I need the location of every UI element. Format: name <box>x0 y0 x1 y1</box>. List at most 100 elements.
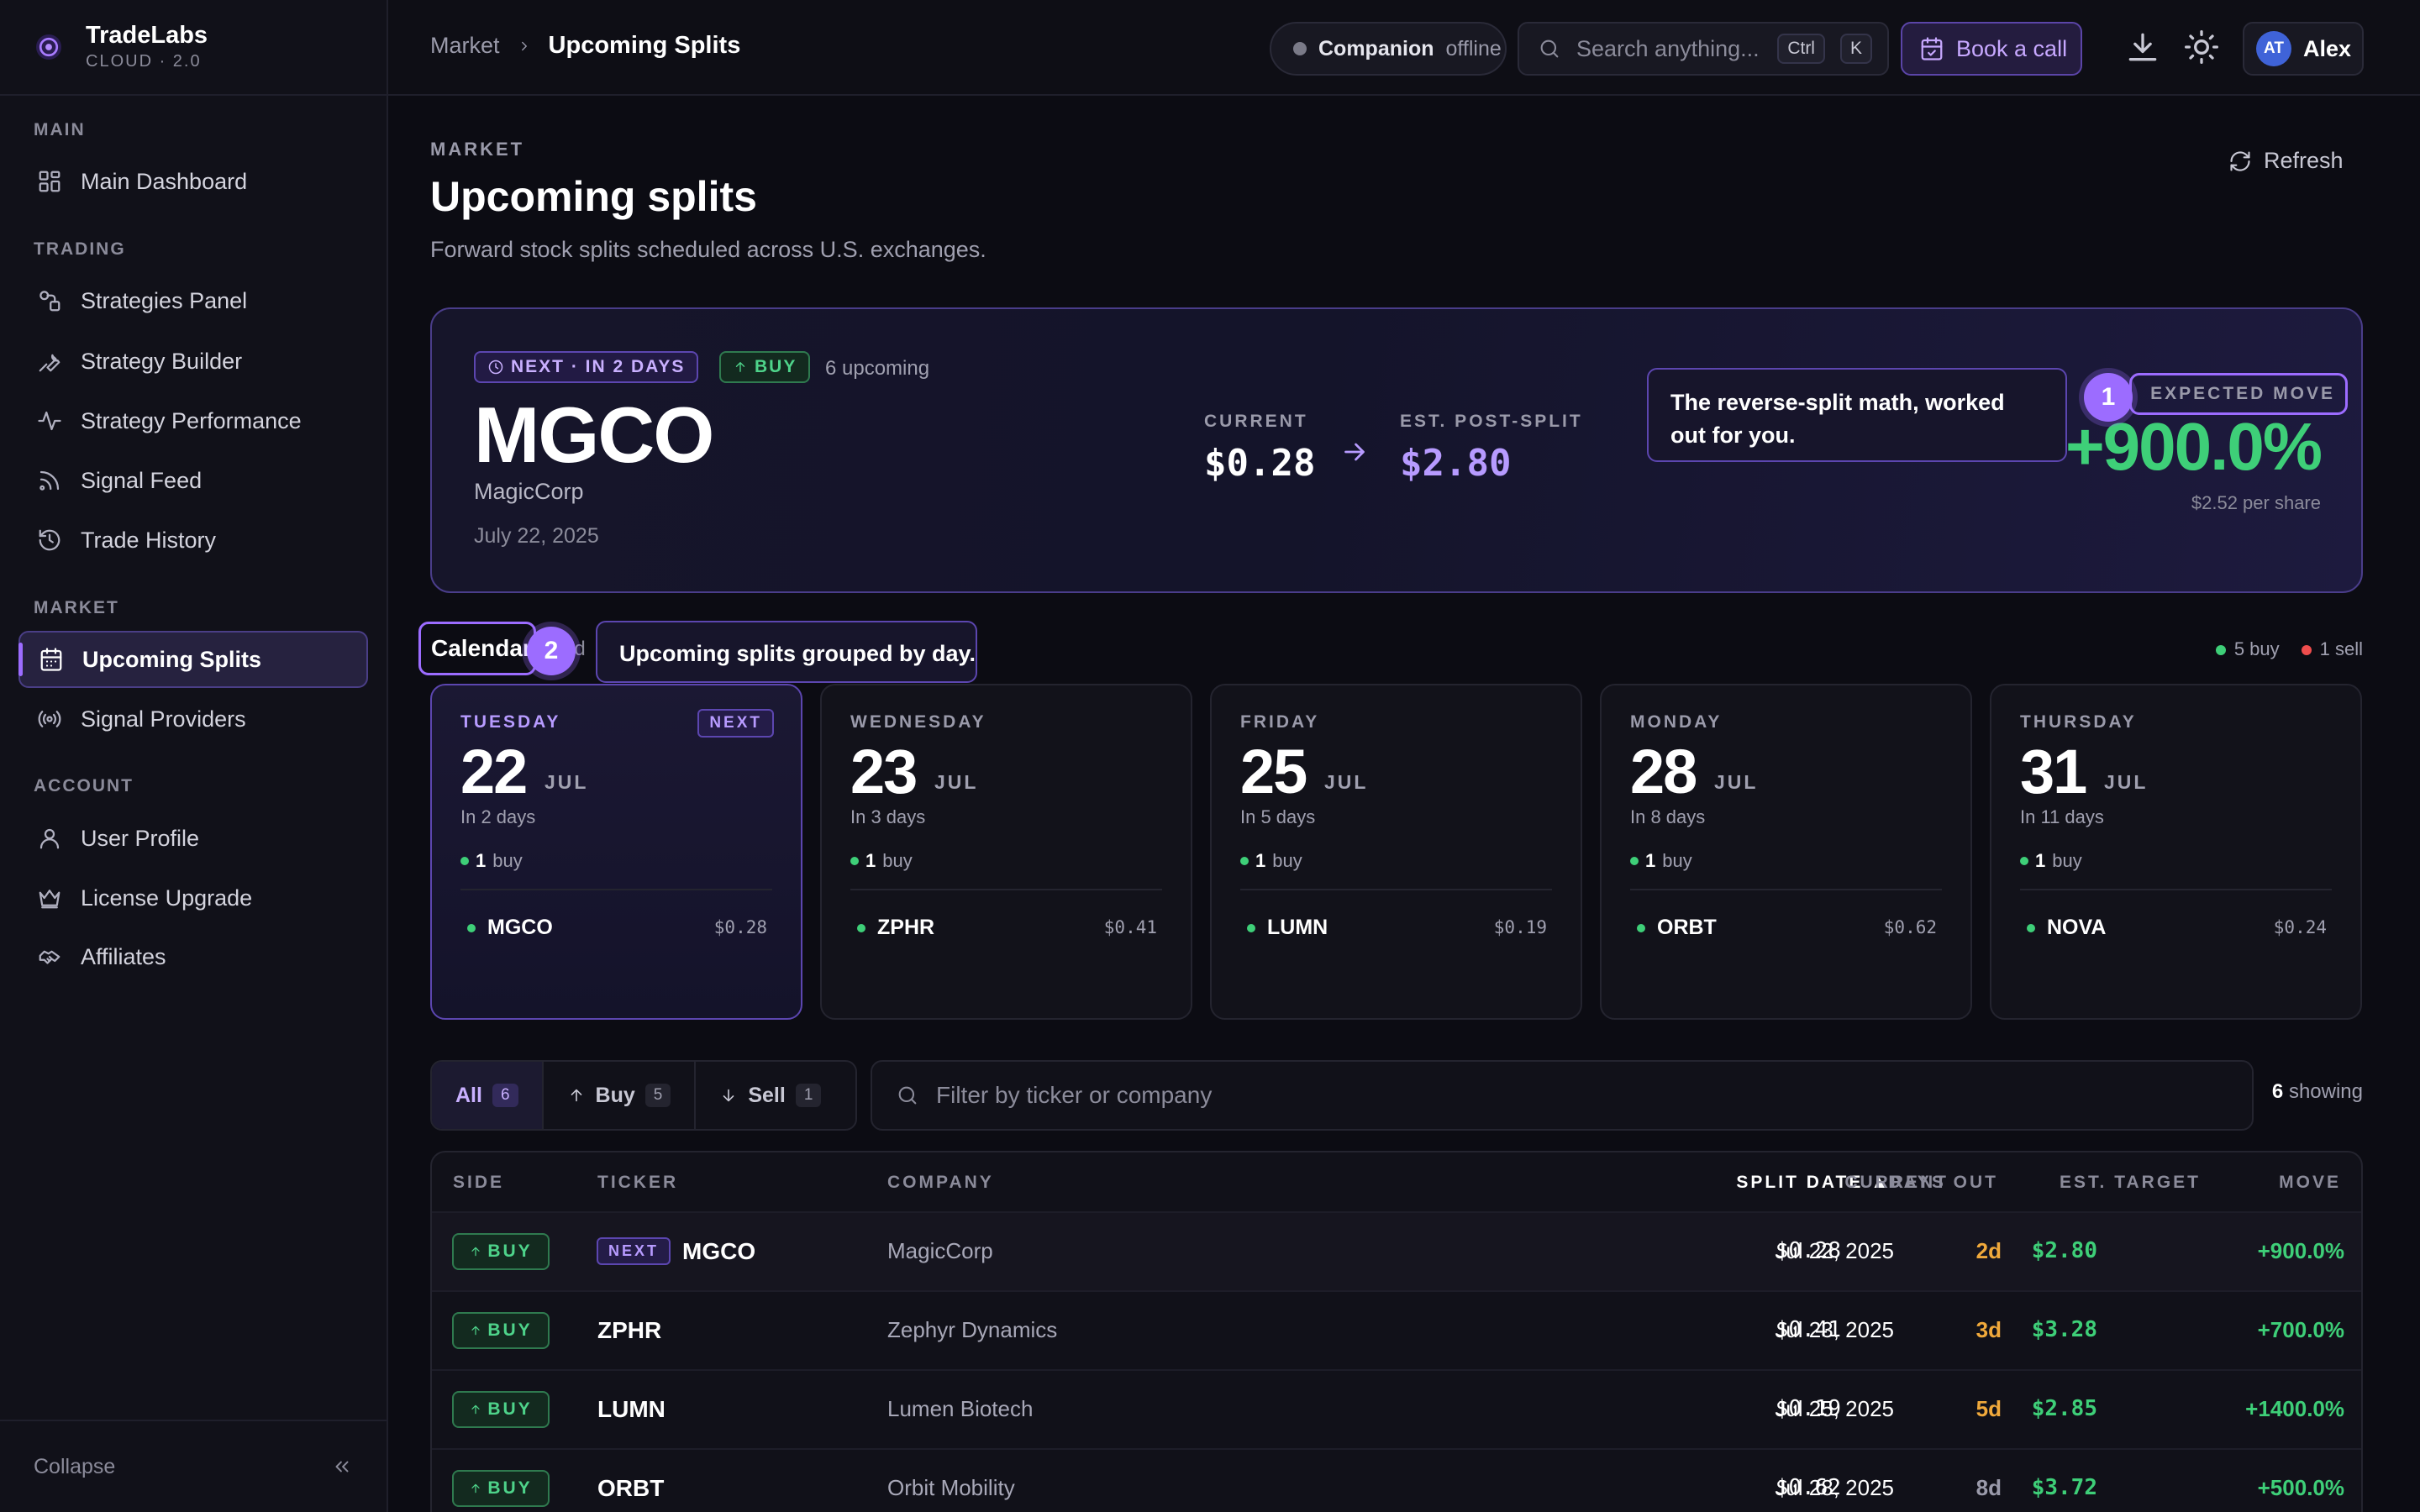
refresh-icon <box>2230 150 2250 171</box>
table-row[interactable]: BUY NEXT MGCO MagicCorp Jul 22, 2025 2d … <box>432 1211 2361 1290</box>
day-price: $0.24 <box>2273 917 2327 937</box>
day-ticker[interactable]: ZPHR <box>857 916 934 940</box>
arrow-up-icon <box>471 1404 480 1415</box>
user-menu[interactable]: AT Alex <box>2243 22 2364 76</box>
row-current: $0.19 <box>1775 1396 1841 1421</box>
tour-tooltip-1: The reverse-split math, worked out for y… <box>1647 368 2067 462</box>
sidebar-item-strategies-panel[interactable]: Strategies Panel <box>18 272 368 329</box>
nav-section-market: MARKET <box>34 598 119 617</box>
sidebar-item-affiliates[interactable]: Affiliates <box>18 928 368 985</box>
day-count: 1 buy <box>460 850 523 872</box>
next-tag-label: NEXT · IN 2 DAYS <box>511 357 686 376</box>
day-relative: In 5 days <box>1240 806 1316 827</box>
row-ticker[interactable]: ZPHR <box>597 1317 662 1343</box>
col-days-out[interactable]: DAYS OUT <box>1888 1173 1998 1192</box>
ticker-filter-input[interactable]: Filter by ticker or company <box>871 1060 2254 1131</box>
day-ticker[interactable]: LUMN <box>1247 916 1328 940</box>
table-row[interactable]: BUY ZPHR Zephyr Dynamics Jul 23, 2025 3d… <box>432 1290 2361 1369</box>
refresh-label: Refresh <box>2264 148 2344 173</box>
day-card[interactable]: TUESDAY NEXT 22 JUL In 2 days 1 buy MGCO … <box>430 684 802 1020</box>
sidebar-item-trade-history[interactable]: Trade History <box>18 512 368 569</box>
day-weekday: TUESDAY <box>460 712 561 732</box>
page-title: Upcoming splits <box>430 173 757 220</box>
upcoming-count: 6 upcoming <box>825 357 930 380</box>
day-card[interactable]: FRIDAY 25 JUL In 5 days 1 buy LUMN $0.19 <box>1210 684 1582 1020</box>
day-ticker[interactable]: ORBT <box>1637 916 1717 940</box>
day-ticker[interactable]: MGCO <box>467 916 553 940</box>
sidebar-item-strategy-performance[interactable]: Strategy Performance <box>18 392 368 449</box>
logo-icon <box>36 34 61 60</box>
search-placeholder: Search anything... <box>1576 35 1760 61</box>
day-ticker[interactable]: NOVA <box>2027 916 2106 940</box>
day-card[interactable]: THURSDAY 31 JUL In 11 days 1 buy NOVA $0.… <box>1990 684 2362 1020</box>
download-icon[interactable] <box>2124 29 2161 66</box>
arrow-up-icon <box>735 362 745 372</box>
sidebar-item-main-dashboard[interactable]: Main Dashboard <box>18 153 368 210</box>
breadcrumb-current: Upcoming Splits <box>548 32 741 59</box>
row-company: Lumen Biotech <box>887 1396 1034 1421</box>
sidebar-item-label: Strategy Builder <box>81 348 243 374</box>
brand-name: TradeLabs <box>86 22 208 50</box>
row-ticker[interactable]: MGCO <box>682 1238 756 1264</box>
splits-table: SIDE TICKER COMPANY SPLIT DATE ▲ DAYS OU… <box>430 1151 2363 1512</box>
chevron-right-icon <box>521 41 527 50</box>
side-badge: BUY <box>452 1470 550 1507</box>
col-current[interactable]: CURRENT <box>1844 1173 1949 1192</box>
breadcrumb-parent[interactable]: Market <box>430 33 500 58</box>
row-date: Jul 22, 2025 <box>1775 1238 1894 1263</box>
sidebar-item-signal-feed[interactable]: Signal Feed <box>18 452 368 509</box>
sidebar-item-upcoming-splits[interactable]: Upcoming Splits <box>18 631 368 688</box>
row-company: Zephyr Dynamics <box>887 1317 1058 1342</box>
day-card[interactable]: MONDAY 28 JUL In 8 days 1 buy ORBT $0.62 <box>1600 684 1972 1020</box>
filter-all[interactable]: All 6 <box>432 1062 544 1129</box>
filter-buy[interactable]: Buy 5 <box>544 1062 697 1129</box>
col-company[interactable]: COMPANY <box>887 1173 994 1192</box>
collapse-button[interactable]: Collapse <box>0 1420 387 1512</box>
tab-calendar[interactable]: Calendar <box>418 622 536 675</box>
sidebar-item-label: Upcoming Splits <box>82 646 262 672</box>
tour-step-2[interactable]: 2 <box>527 627 576 675</box>
day-relative: In 11 days <box>2020 806 2104 827</box>
day-price: $0.62 <box>1883 917 1937 937</box>
arrow-right-icon <box>1344 443 1365 461</box>
sidebar-item-user-profile[interactable]: User Profile <box>18 810 368 867</box>
companion-status[interactable]: Companion offline <box>1270 22 1507 76</box>
search-input[interactable]: Search anything... Ctrl K <box>1518 22 1889 76</box>
table-row[interactable]: BUY LUMN Lumen Biotech Jul 25, 2025 5d $… <box>432 1369 2361 1448</box>
row-target: $2.85 <box>2031 1396 2097 1421</box>
table-row[interactable]: BUY ORBT Orbit Mobility Jul 28, 2025 8d … <box>432 1448 2361 1512</box>
kbd-ctrl: Ctrl <box>1777 34 1825 64</box>
showing-count: 6 showing <box>2271 1080 2363 1103</box>
refresh-button[interactable]: Refresh <box>2228 148 2344 174</box>
row-ticker[interactable]: ORBT <box>597 1475 665 1501</box>
sun-icon[interactable] <box>2183 29 2220 66</box>
nav-section-main: MAIN <box>34 120 86 139</box>
col-split-date[interactable]: SPLIT DATE ▲ <box>1736 1173 1891 1192</box>
book-call-button[interactable]: Book a call <box>1901 22 2082 76</box>
sidebar-item-label: Trade History <box>81 527 217 553</box>
collapse-label: Collapse <box>34 1454 116 1478</box>
expected-move-sub: $2.52 per share <box>2191 492 2321 513</box>
arrow-up-icon <box>471 1326 480 1336</box>
col-ticker[interactable]: TICKER <box>597 1173 679 1192</box>
side-filter: All 6 Buy 5 Sell 1 <box>430 1060 857 1131</box>
col-side[interactable]: SIDE <box>453 1173 505 1192</box>
rss-icon <box>39 470 60 491</box>
book-call-label: Book a call <box>1956 35 2068 61</box>
day-card[interactable]: WEDNESDAY 23 JUL In 3 days 1 buy ZPHR $0.… <box>820 684 1192 1020</box>
topbar: Market Upcoming Splits Companion offline… <box>388 0 2420 96</box>
next-split-hero[interactable]: NEXT · IN 2 DAYS BUY 6 upcoming MGCO Mag… <box>430 307 2363 593</box>
post-split-label: EST. POST-SPLIT <box>1400 412 1583 431</box>
sidebar-item-signal-providers[interactable]: Signal Providers <box>18 690 368 748</box>
col-est-target[interactable]: EST. TARGET <box>2060 1173 2201 1192</box>
tour-step-1[interactable]: 1 <box>2084 373 2133 422</box>
col-move[interactable]: MOVE <box>2279 1173 2341 1192</box>
sidebar-item-strategy-builder[interactable]: Strategy Builder <box>18 333 368 390</box>
day-count: 1 buy <box>1630 850 1692 872</box>
sidebar-item-license-upgrade[interactable]: License Upgrade <box>18 869 368 927</box>
sidebar-item-label: Main Dashboard <box>81 168 248 194</box>
filter-sell[interactable]: Sell 1 <box>696 1062 844 1129</box>
row-ticker[interactable]: LUMN <box>597 1396 666 1422</box>
day-count: 1 buy <box>1240 850 1302 872</box>
brand[interactable]: TradeLabs CLOUD · 2.0 <box>0 0 387 96</box>
